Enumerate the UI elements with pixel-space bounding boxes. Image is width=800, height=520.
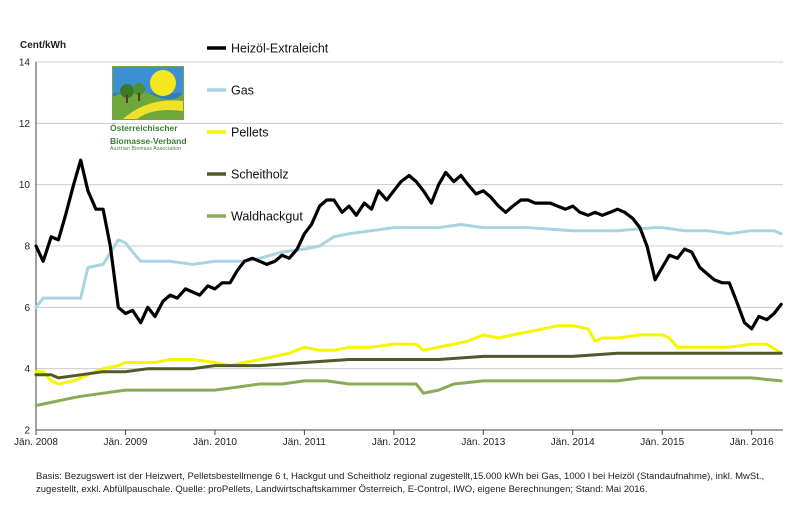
series-line-gas: [34, 223, 783, 309]
legend-label: Heizöl-Extraleicht: [231, 42, 329, 56]
series-line-scheitholz: [34, 351, 783, 380]
footnote: Basis: Bezugswert ist der Heizwert, Pell…: [36, 471, 765, 495]
x-tick-labels: Jän. 2008 Jän. 2009 Jän. 2010 Jän. 2011 Jän.…: [14, 437, 774, 448]
x-tick-label: Jän. 2012: [372, 437, 416, 448]
logo-line-3: Austrian Biomass Association: [110, 146, 182, 152]
legend-label: Pellets: [231, 126, 269, 140]
y-tick-label: 10: [19, 180, 31, 191]
logo-line-2: Biomasse-Verband: [110, 136, 187, 146]
logo-graphic: [112, 66, 184, 120]
series-line-pellets: [34, 324, 783, 386]
y-tick-label: 2: [24, 426, 30, 437]
x-tick-label: Jän. 2013: [461, 437, 505, 448]
y-tick-label: 12: [19, 119, 31, 130]
legend-label: Waldhackgut: [231, 210, 303, 224]
y-axis-label: Cent/kWh: [20, 40, 66, 51]
y-tick-label: 6: [24, 303, 30, 314]
y-tick-label: 14: [19, 58, 31, 69]
series-line-heiz-l-extraleicht: [34, 158, 783, 331]
x-tick-label: Jän. 2015: [640, 437, 684, 448]
y-tick-label: 8: [24, 242, 30, 253]
series-line-waldhackgut: [34, 376, 783, 407]
x-tick-label: Jän. 2010: [193, 437, 237, 448]
y-tick-labels: 2 4 6 8 10 12 14: [19, 58, 31, 437]
y-tick-label: 4: [24, 364, 30, 375]
x-tick-label: Jän. 2016: [730, 437, 774, 448]
x-tick-label: Jän. 2008: [14, 437, 58, 448]
x-tick-label: Jän. 2009: [103, 437, 147, 448]
legend: Heizöl-Extraleicht Gas Pellets Scheitholz Wa…: [207, 42, 329, 224]
legend-label: Scheitholz: [231, 168, 289, 182]
logo-line-1: Österreichischer: [110, 123, 178, 133]
x-tick-label: Jän. 2014: [551, 437, 595, 448]
legend-label: Gas: [231, 84, 254, 98]
series-lines: [34, 158, 783, 407]
biomasse-verband-logo: Österreichischer Biomasse-Verband Austri…: [110, 66, 206, 153]
x-tick-label: Jän. 2011: [283, 437, 327, 448]
